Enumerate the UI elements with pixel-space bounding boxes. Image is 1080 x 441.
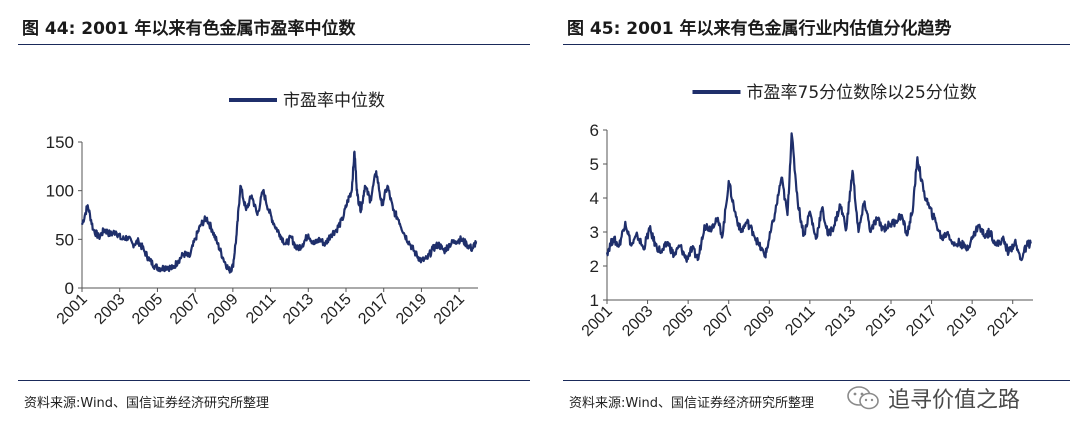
x-tick-label: 2013: [280, 291, 317, 328]
x-tick-label: 2005: [129, 291, 166, 328]
figure-44-source: 资料来源:Wind、国信证券经济研究所整理: [24, 396, 270, 411]
x-tick-label: 2003: [619, 303, 656, 340]
x-tick-label: 2015: [318, 291, 355, 328]
x-tick-label: 2009: [204, 291, 241, 328]
figure-45-source: 资料来源:Wind、国信证券经济研究所整理: [569, 396, 815, 411]
x-tick-label: 2019: [393, 291, 430, 328]
y-tick-label: 1: [590, 291, 599, 310]
x-tick-label: 2007: [167, 291, 204, 328]
x-tick-label: 2011: [243, 291, 279, 327]
y-tick-label: 5: [590, 155, 599, 174]
figure-45-title: 图 45: 2001 年以来有色金属行业内估值分化趋势: [567, 19, 952, 39]
y-tick-label: 50: [55, 230, 74, 249]
x-tick-label: 2013: [822, 303, 859, 340]
x-tick-label: 2005: [660, 303, 697, 340]
legend-label: 市盈率中位数: [283, 91, 385, 111]
x-tick-label: 2021: [984, 303, 1021, 340]
left-chart-panel: 图 44: 2001 年以来有色金属市盈率中位数 0 50 100 150 2001 20…: [18, 19, 530, 411]
y-tick-label: 150: [46, 133, 74, 152]
source-rule: [563, 380, 1070, 381]
wechat-watermark: 追寻价值之路: [840, 382, 1027, 414]
watermark-text: 追寻价值之路: [888, 388, 1021, 413]
x-tick-label: 2003: [91, 291, 128, 328]
series-line: [605, 132, 1032, 263]
x-tick-label: 2015: [863, 303, 900, 340]
title-rule: [563, 44, 1070, 45]
y-tick-label: 4: [590, 189, 599, 208]
x-tick-label: 2009: [741, 303, 778, 340]
wechat-icon: [846, 385, 880, 411]
title-rule: [18, 44, 530, 45]
x-tick-label: 2017: [903, 303, 940, 340]
y-tick-label: 3: [590, 223, 599, 242]
x-tick-label: 2007: [700, 303, 737, 340]
source-rule: [18, 380, 530, 381]
y-tick-label: 2: [590, 257, 599, 276]
x-tick-label: 2017: [355, 291, 392, 328]
y-tick-label: 0: [65, 279, 74, 298]
x-tick-label: 2001: [54, 291, 91, 328]
series-line: [80, 150, 478, 274]
right-chart-panel: 图 45: 2001 年以来有色金属行业内估值分化趋势 1 2 3 4 5 6 2001 20…: [545, 0, 1080, 441]
x-tick-label: 2001: [579, 303, 616, 340]
figure-44-title: 图 44: 2001 年以来有色金属市盈率中位数: [22, 19, 356, 39]
y-tick-label: 6: [590, 121, 599, 140]
legend-label: 市盈率75分位数除以25分位数: [747, 83, 977, 103]
y-tick-label: 100: [46, 182, 74, 201]
x-tick-label: 2021: [431, 291, 468, 328]
x-tick-label: 2011: [782, 303, 818, 339]
x-tick-label: 2019: [944, 303, 981, 340]
